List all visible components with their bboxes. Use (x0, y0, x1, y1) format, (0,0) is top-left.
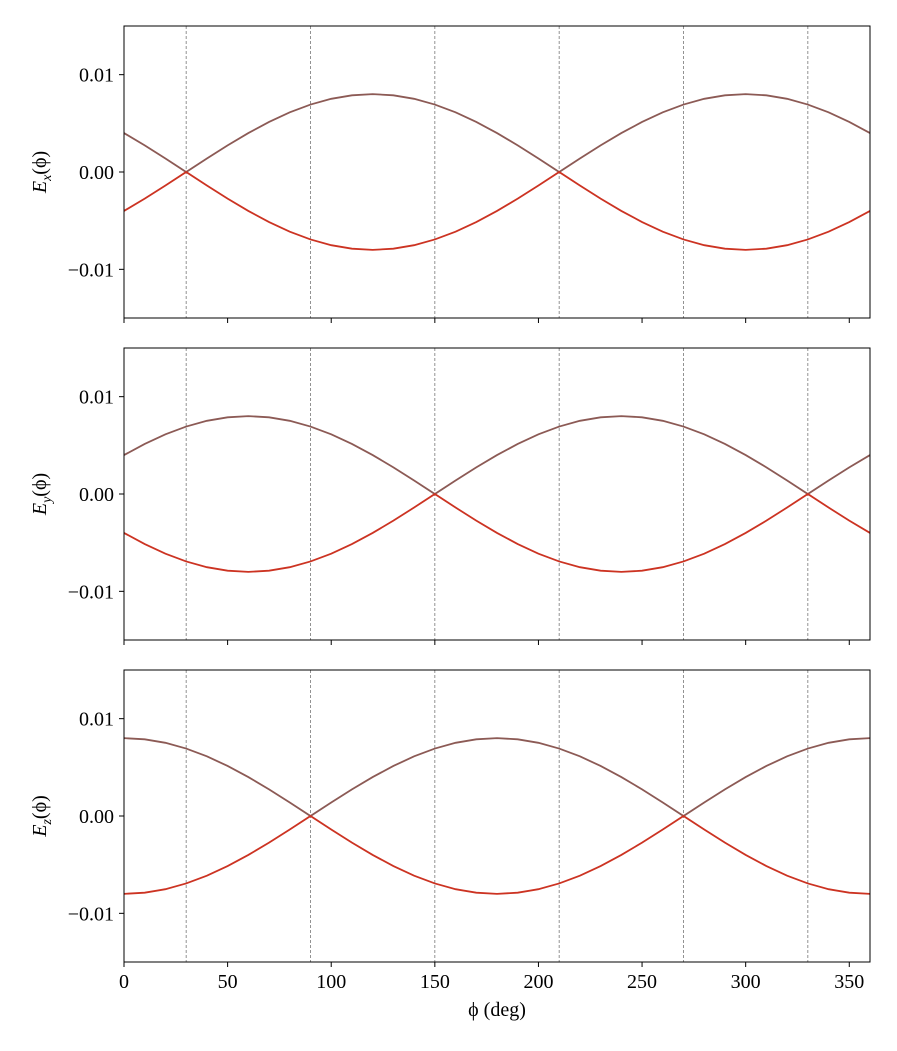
y-tick-label: 0.00 (79, 162, 114, 184)
data-line (123, 814, 871, 895)
x-tick-label: 250 (627, 971, 657, 993)
y-tick-label: 0.00 (79, 806, 114, 828)
y-tick-label: −0.01 (68, 259, 114, 281)
plot-frame (123, 669, 871, 963)
y-tick-label: 0.01 (79, 709, 114, 731)
x-tick-label: 150 (420, 971, 450, 993)
x-tick-label: 0 (119, 971, 129, 993)
y-label-rest: (ϕ) (29, 473, 51, 497)
y-tick-label: 0.01 (79, 387, 114, 409)
x-tick-label: 350 (834, 971, 864, 993)
y-label-rest: (ϕ) (29, 151, 51, 175)
y-label-sub: x (40, 174, 55, 182)
y-label-sub: z (40, 819, 55, 826)
x-tick-label: 100 (316, 971, 346, 993)
y-tick-label: 0.01 (79, 65, 114, 87)
y-axis-label: Ey(ϕ) (29, 473, 55, 516)
plot-frame (123, 25, 871, 319)
y-axis-label: Ex(ϕ) (29, 151, 55, 194)
data-line (123, 93, 871, 174)
y-tick-label: −0.01 (68, 903, 114, 925)
y-label-main: E (29, 181, 51, 194)
x-tick-label: 200 (523, 971, 553, 993)
y-label-main: E (29, 503, 51, 516)
data-line (123, 170, 871, 251)
y-label-sub: y (40, 496, 55, 505)
y-axis-label: Ez(ϕ) (29, 795, 55, 838)
y-label-rest: (ϕ) (29, 795, 51, 819)
x-tick-label: 300 (731, 971, 761, 993)
x-axis-label: ϕ (deg) (468, 999, 526, 1021)
data-line (123, 415, 871, 496)
x-tick-label: 50 (218, 971, 238, 993)
y-tick-label: −0.01 (68, 581, 114, 603)
data-line (123, 492, 871, 573)
plot-frame (123, 347, 871, 641)
y-label-main: E (29, 825, 51, 838)
data-line (123, 737, 871, 818)
y-tick-label: 0.00 (79, 484, 114, 506)
